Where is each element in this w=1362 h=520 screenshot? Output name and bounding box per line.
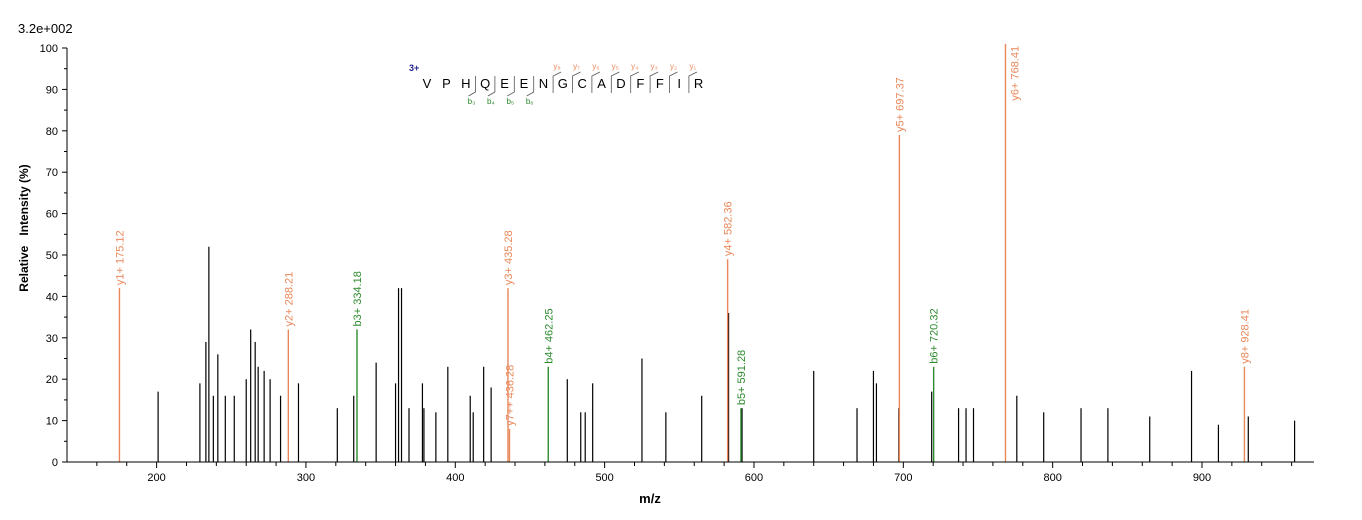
- y-tick-label: 60: [46, 209, 58, 221]
- b-ion-label: b4+ 462.25: [543, 308, 555, 363]
- y-cleavage-mark: [630, 71, 639, 93]
- residue: F: [656, 76, 664, 91]
- y-ion-index: y₆: [592, 62, 599, 71]
- residue: H: [461, 76, 470, 91]
- y-tick-label: 20: [46, 374, 58, 386]
- y-ion-index: y₄: [631, 62, 638, 71]
- y-ion-index: y₅: [612, 62, 619, 71]
- b-cleavage-mark: [468, 76, 476, 97]
- residue: V: [423, 76, 432, 91]
- y-tick-label: 30: [46, 333, 58, 345]
- y-cleavage-mark: [688, 71, 698, 93]
- residue: F: [636, 76, 644, 91]
- residue: P: [442, 76, 451, 91]
- y-ion-label: y4+ 582.36: [723, 201, 735, 256]
- y-ion-index: y₂: [670, 62, 677, 71]
- x-tick-label: 600: [745, 472, 763, 484]
- y-cleavage-mark: [649, 71, 659, 93]
- y-tick-label: 90: [46, 84, 58, 96]
- b-cleavage-mark: [526, 76, 535, 97]
- residue: R: [694, 76, 703, 91]
- y-cleavage-mark: [572, 71, 581, 93]
- b-ion-index: b₄: [487, 97, 495, 106]
- residue: A: [597, 76, 606, 91]
- charge-state-label: 3+: [409, 63, 419, 73]
- residue: G: [558, 76, 568, 91]
- y-ion-label: y6+ 768.41: [1009, 46, 1021, 101]
- y-ion-label: y3+ 435.28: [503, 230, 515, 285]
- y-tick-label: 70: [46, 167, 58, 179]
- y-ion-index: y₈: [553, 62, 560, 71]
- y-ion-index: y₁: [690, 62, 697, 71]
- x-tick-label: 900: [1193, 472, 1211, 484]
- x-axis-title: m/z: [639, 491, 661, 506]
- y-tick-label: 0: [52, 457, 58, 469]
- residue: E: [520, 76, 529, 91]
- residue: N: [539, 76, 548, 91]
- residue: C: [578, 76, 587, 91]
- x-tick-label: 700: [894, 472, 912, 484]
- b-ion-index: b₅: [506, 97, 514, 106]
- y-ion-label: y5+ 697.37: [894, 77, 906, 132]
- b-ion-index: b₃: [468, 97, 476, 106]
- y-tick-label: 50: [46, 250, 58, 262]
- b-cleavage-mark: [487, 76, 496, 97]
- b-ion-label: b3+ 334.18: [352, 271, 364, 326]
- y-cleavage-mark: [552, 71, 562, 93]
- y-ion-label: y2+ 288.21: [283, 272, 295, 327]
- x-tick-label: 300: [297, 472, 315, 484]
- intensity-scale-label: 3.2e+002: [18, 21, 73, 36]
- y-cleavage-mark: [591, 71, 601, 93]
- residue: I: [677, 76, 681, 91]
- x-tick-label: 500: [595, 472, 613, 484]
- y-tick-label: 100: [40, 43, 58, 55]
- x-tick-label: 200: [147, 472, 165, 484]
- y-ion-label: y1+ 175.12: [114, 230, 126, 285]
- y-ion-label: y7++ 436.28: [504, 365, 516, 426]
- b-ion-label: b5+ 591.28: [736, 350, 748, 405]
- b-ion-label: b6+ 720.32: [929, 308, 941, 363]
- b-cleavage-mark: [507, 76, 515, 97]
- y-ion-index: y₇: [573, 62, 580, 71]
- y-cleavage-mark: [610, 71, 620, 93]
- y-cleavage-mark: [669, 71, 678, 93]
- residue: E: [500, 76, 509, 91]
- y-ion-index: y₃: [650, 62, 657, 71]
- residue: Q: [480, 76, 490, 91]
- b-ion-index: b₆: [526, 97, 534, 106]
- y-tick-label: 10: [46, 416, 58, 428]
- x-tick-label: 800: [1043, 472, 1061, 484]
- y-axis-title: Relative Intensity (%): [17, 164, 31, 291]
- y-ion-label: y8+ 928.41: [1239, 309, 1251, 364]
- x-tick-label: 400: [446, 472, 464, 484]
- residue: D: [616, 76, 625, 91]
- y-tick-label: 80: [46, 126, 58, 138]
- y-tick-label: 40: [46, 291, 58, 303]
